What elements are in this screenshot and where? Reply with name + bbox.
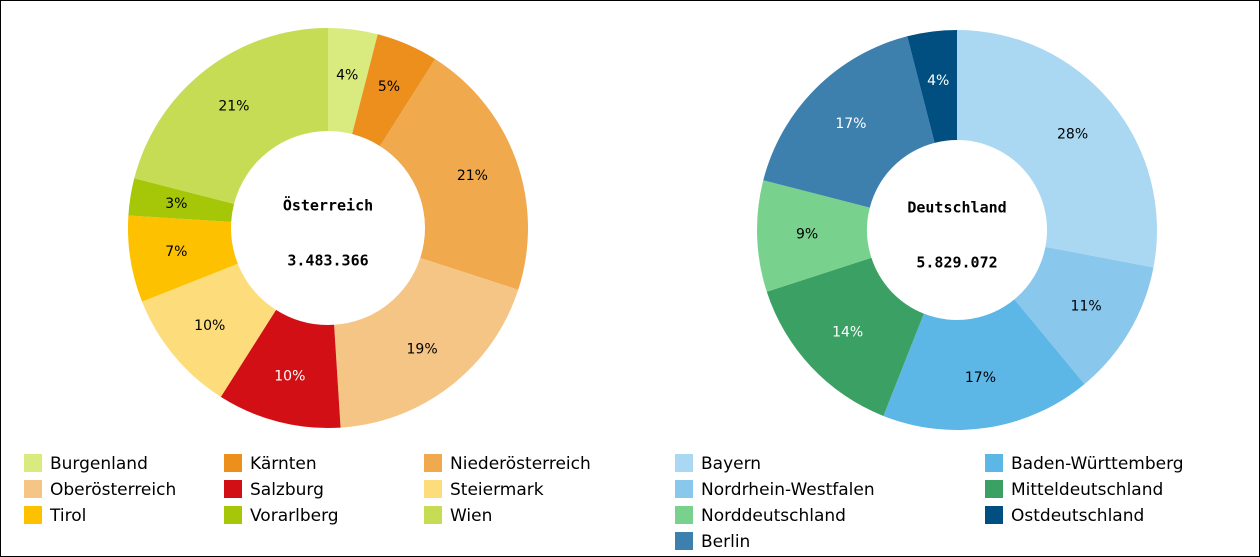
legend-label: Burgenland — [50, 454, 148, 474]
slice-label: 4% — [927, 73, 949, 89]
slice — [883, 299, 1085, 430]
legend-swatch — [24, 480, 42, 498]
legend-label: Bayern — [701, 454, 761, 474]
legend-label: Mitteldeutschland — [1011, 480, 1163, 500]
slice-label: 21% — [457, 168, 488, 184]
legend-label: Oberösterreich — [50, 480, 176, 500]
legend-swatch — [424, 480, 442, 498]
slice-label: 7% — [165, 244, 187, 260]
legend-label: Berlin — [701, 532, 750, 552]
slice-label: 17% — [965, 370, 996, 386]
slice-label: 11% — [1071, 298, 1102, 314]
legend-label: Nordrhein-Westfalen — [701, 480, 875, 500]
slice — [907, 30, 957, 143]
center-title: Österreich — [283, 196, 373, 215]
legend-label: Niederösterreich — [450, 454, 591, 474]
legend-label: Ostdeutschland — [1011, 506, 1144, 526]
legend-swatch — [675, 532, 693, 550]
legend-label: Vorarlberg — [250, 506, 339, 526]
slice-label: 21% — [218, 99, 249, 115]
slice-label: 4% — [336, 68, 358, 84]
legend-swatch — [224, 480, 242, 498]
slice-label: 17% — [835, 116, 866, 132]
legend-label: Baden-Württemberg — [1011, 454, 1184, 474]
center-title: Deutschland — [907, 199, 1006, 217]
legend-label: Salzburg — [250, 480, 324, 500]
slice — [766, 257, 924, 416]
slice — [328, 28, 378, 135]
center-total: 5.829.072 — [916, 254, 997, 272]
slice — [957, 30, 1157, 268]
slice-label: 3% — [165, 196, 187, 212]
slice-label: 9% — [796, 227, 818, 243]
slice-label: 5% — [378, 79, 400, 95]
legend-label: Tirol — [49, 506, 86, 526]
slice — [1014, 246, 1154, 385]
slice — [128, 178, 235, 222]
slice — [352, 34, 436, 147]
legend-swatch — [675, 506, 693, 524]
slice — [756, 180, 872, 292]
legend-swatch — [675, 480, 693, 498]
slice — [334, 257, 519, 428]
legend-swatch — [224, 506, 242, 524]
slice — [220, 309, 341, 428]
slice — [379, 59, 528, 290]
slice — [763, 36, 935, 208]
slice-label: 14% — [832, 325, 863, 341]
legend-swatch — [224, 454, 242, 472]
legend-label: Wien — [450, 506, 492, 526]
legend-swatch — [24, 506, 42, 524]
legend-swatch — [985, 454, 1003, 472]
slice — [142, 263, 277, 397]
slice-label: 10% — [194, 318, 225, 334]
legend-swatch — [424, 506, 442, 524]
slice — [134, 28, 328, 204]
slice-label: 10% — [274, 369, 305, 385]
legend-label: Norddeutschland — [701, 506, 846, 526]
legend-swatch — [985, 506, 1003, 524]
legend-swatch — [424, 454, 442, 472]
legend-label: Kärnten — [250, 454, 317, 474]
legend-swatch — [675, 454, 693, 472]
legend-swatch — [985, 480, 1003, 498]
slice — [128, 215, 238, 302]
slice-label: 28% — [1057, 126, 1088, 142]
slice-label: 19% — [407, 341, 438, 357]
legend-swatch — [24, 454, 42, 472]
legend-label: Steiermark — [450, 480, 544, 500]
center-total: 3.483.366 — [287, 252, 368, 270]
